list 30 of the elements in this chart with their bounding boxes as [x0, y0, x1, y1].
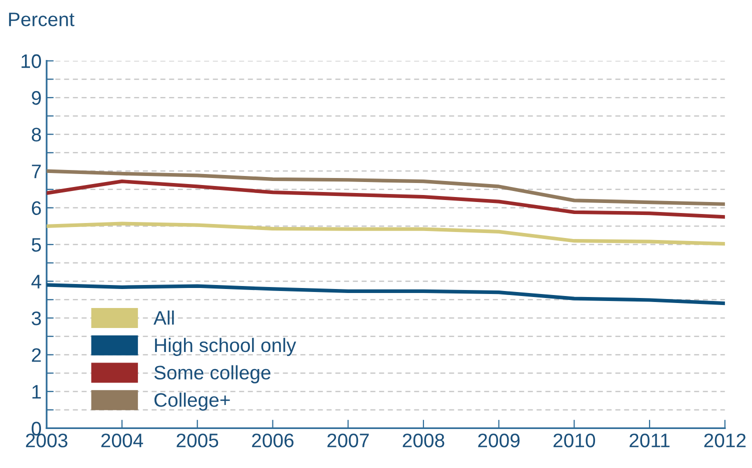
x-tick-label: 2007 — [327, 434, 369, 448]
y-tick-label: 4 — [31, 274, 42, 288]
x-tick-label: 2009 — [478, 434, 520, 448]
x-tick-label: 2012 — [704, 434, 746, 448]
legend-label: High school only — [155, 338, 296, 356]
x-tick-label: 2006 — [252, 434, 294, 448]
legend-label: College+ — [154, 392, 230, 411]
x-tick-label: 2010 — [554, 434, 596, 448]
legend-label: Some college — [154, 365, 270, 384]
y-tick-label: 8 — [32, 128, 41, 142]
y-tick-label: 0 — [32, 422, 42, 436]
y-tick-label: 1 — [32, 385, 41, 399]
x-tick-label: 2003 — [26, 434, 68, 448]
legend-label: All — [154, 310, 174, 325]
y-tick-label: 7 — [32, 164, 41, 178]
x-tick-label: 2004 — [101, 434, 144, 448]
line-series — [46, 283, 725, 306]
y-tick-label: 3 — [32, 311, 41, 326]
y-tick-label: 5 — [32, 238, 41, 252]
y-tick-label: 9 — [32, 91, 41, 105]
line-series — [46, 169, 725, 206]
y-tick-label: 2 — [32, 348, 41, 362]
line-series — [46, 222, 725, 246]
y-tick-label: 10 — [22, 54, 42, 68]
x-tick-label: 2005 — [176, 434, 218, 448]
y-axis-title: Percent — [9, 12, 74, 26]
x-tick-label: 2008 — [402, 434, 444, 448]
x-tick-label: 2011 — [630, 434, 670, 448]
y-tick-label: 6 — [32, 201, 41, 216]
line-series — [46, 180, 725, 219]
